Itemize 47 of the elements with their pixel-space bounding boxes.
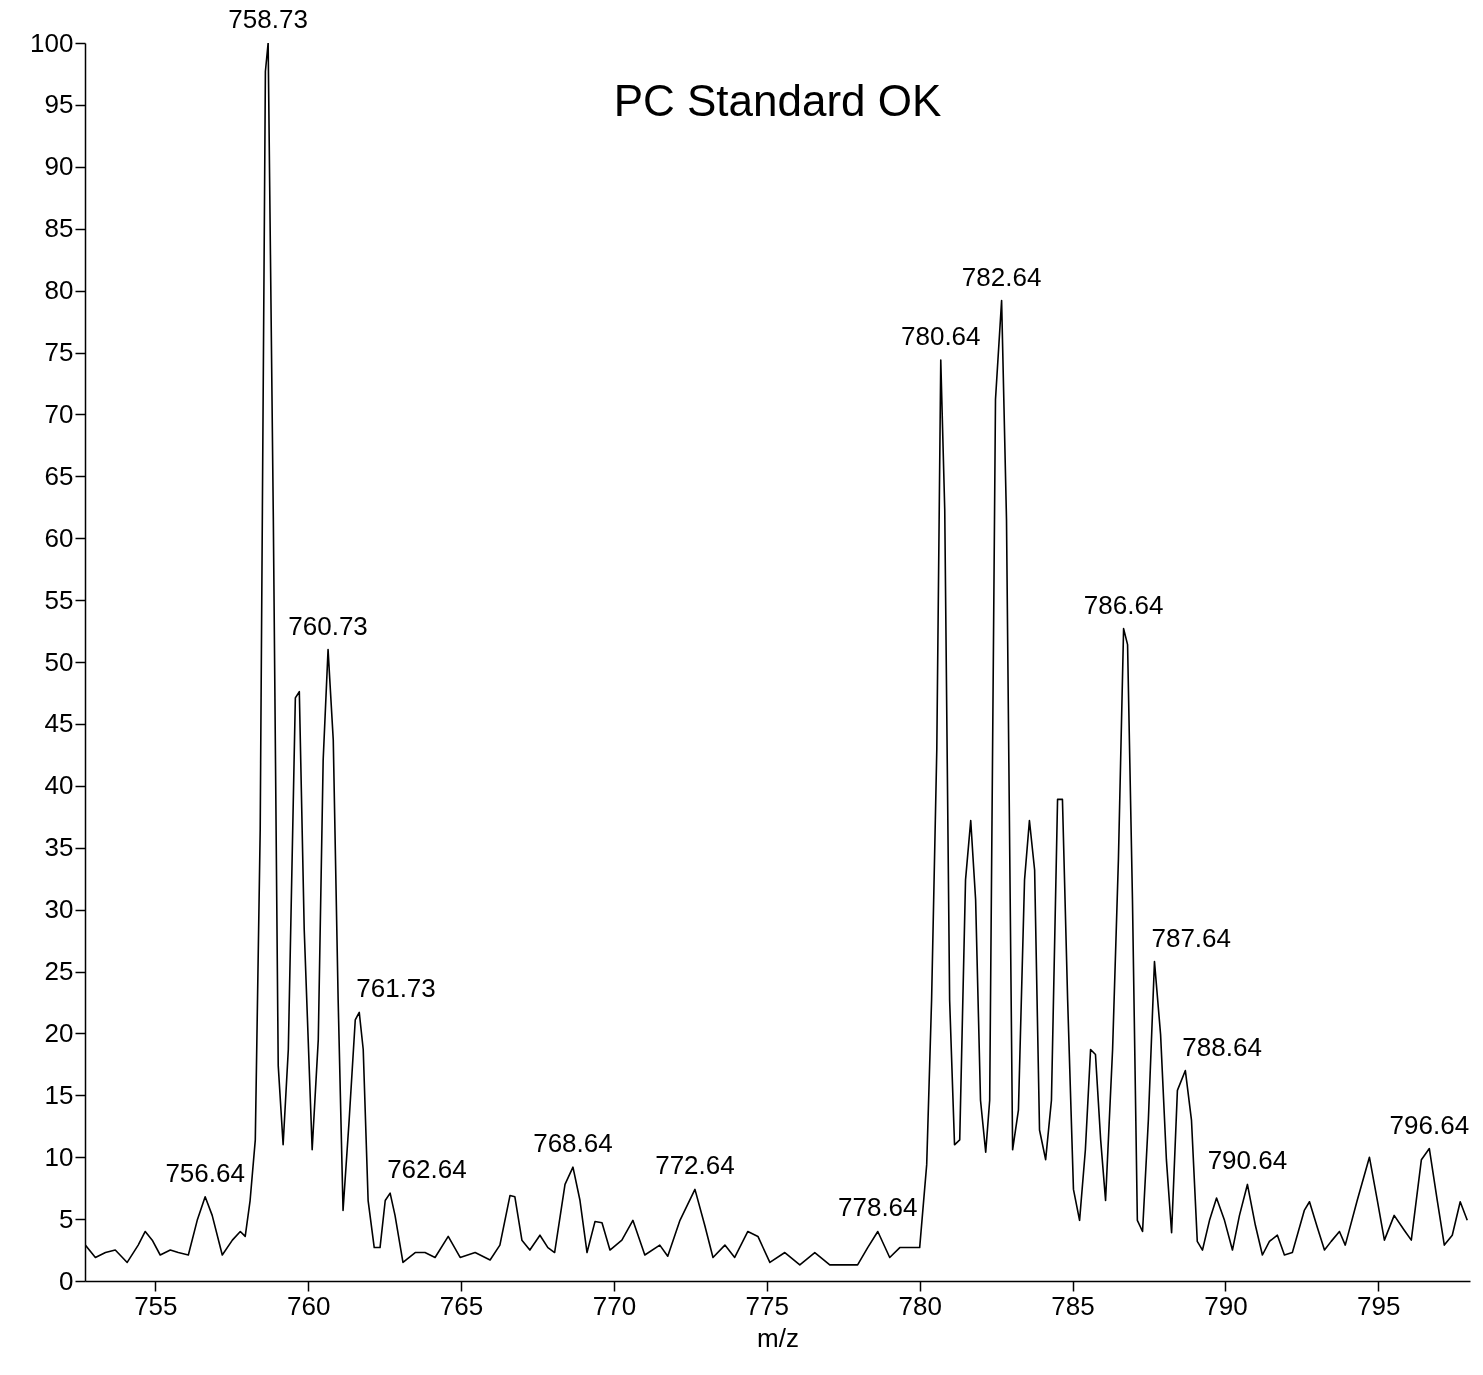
- annotation: 788.64: [1182, 1031, 1262, 1062]
- y-tick-label: 95: [44, 89, 74, 120]
- x-tick-label: 780: [898, 1290, 942, 1321]
- x-tick-label: 785: [1051, 1290, 1095, 1321]
- y-tick-label: 15: [44, 1079, 74, 1110]
- annotation: PC Standard OK: [613, 76, 942, 125]
- y-tick-label: 5: [59, 1203, 74, 1234]
- y-tick-label: 40: [44, 770, 74, 801]
- x-axis-title: m/z: [757, 1322, 799, 1353]
- y-tick-label: 85: [44, 213, 74, 244]
- annotation: 761.73: [356, 973, 436, 1004]
- y-tick-label: 55: [44, 584, 74, 615]
- annotation: 782.64: [961, 261, 1042, 292]
- annotation: 780.64: [901, 320, 981, 351]
- y-tick-label: 0: [59, 1265, 74, 1296]
- y-tick-label: 90: [44, 151, 74, 182]
- y-tick-label: 45: [44, 708, 74, 739]
- x-tick-label: 765: [439, 1290, 484, 1321]
- y-tick-label: 50: [44, 646, 74, 677]
- x-tick-label: 770: [592, 1290, 637, 1321]
- annotation: 768.64: [533, 1128, 613, 1159]
- annotation: 790.64: [1207, 1145, 1288, 1176]
- y-tick-label: 25: [44, 956, 74, 986]
- x-tick-label: 775: [745, 1290, 789, 1321]
- annotation: 787.64: [1151, 922, 1232, 953]
- y-tick-label: 75: [44, 337, 74, 367]
- x-tick-label: 790: [1204, 1290, 1248, 1321]
- x-tick-label: 795: [1357, 1290, 1401, 1321]
- annotation: 778.64: [838, 1192, 918, 1223]
- y-tick-label: 70: [44, 398, 74, 429]
- y-tick-label: 20: [44, 1017, 74, 1048]
- y-tick-label: 30: [44, 894, 74, 925]
- y-tick-label: 60: [44, 522, 74, 553]
- annotation: 762.64: [387, 1154, 467, 1185]
- annotation: 758.73: [228, 4, 308, 34]
- y-tick-label: 10: [44, 1141, 74, 1172]
- x-tick-label: 760: [286, 1290, 331, 1321]
- y-tick-label: 80: [44, 275, 74, 306]
- y-tick-label: 65: [44, 460, 74, 491]
- annotation: 760.73: [288, 610, 368, 641]
- annotation: 756.64: [165, 1157, 245, 1188]
- annotation: 786.64: [1083, 589, 1164, 620]
- y-tick-label: 100: [30, 27, 74, 58]
- annotation: 796.64: [1389, 1109, 1470, 1140]
- x-tick-label: 755: [134, 1290, 178, 1321]
- y-tick-label: 35: [44, 832, 74, 863]
- annotation: 772.64: [655, 1150, 735, 1181]
